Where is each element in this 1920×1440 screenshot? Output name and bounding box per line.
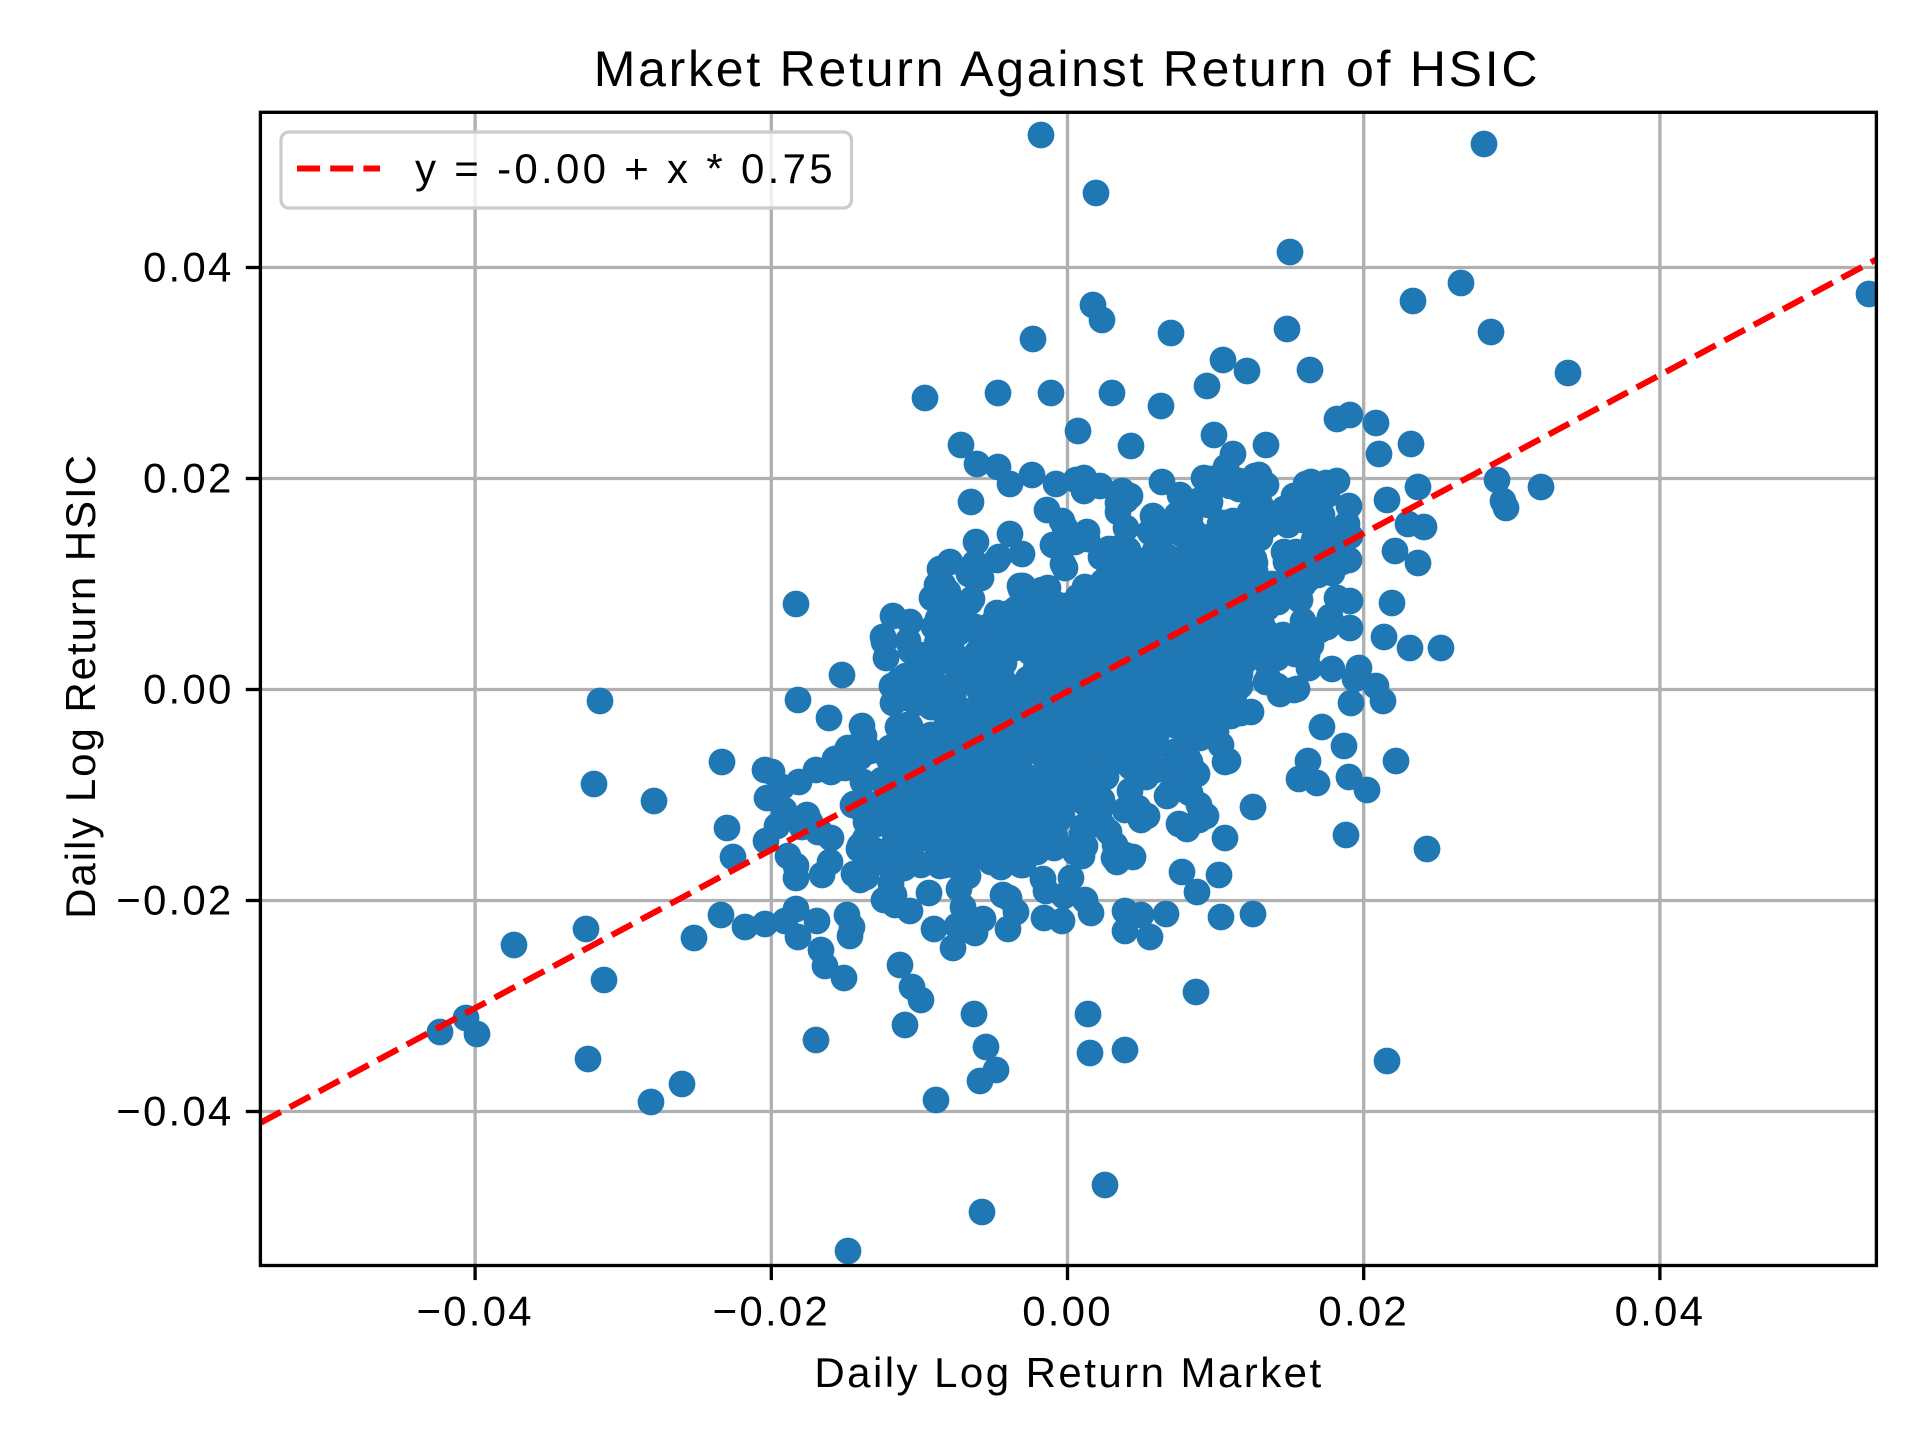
svg-text:0.00: 0.00 (1022, 1288, 1113, 1335)
svg-text:0.00: 0.00 (143, 666, 234, 713)
svg-text:−0.02: −0.02 (713, 1288, 830, 1335)
svg-text:−0.04: −0.04 (416, 1288, 533, 1335)
svg-text:0.02: 0.02 (1318, 1288, 1409, 1335)
svg-text:Market Return Against Return o: Market Return Against Return of HSIC (594, 41, 1541, 97)
svg-text:y = -0.00 + x * 0.75: y = -0.00 + x * 0.75 (415, 145, 836, 192)
svg-text:0.04: 0.04 (143, 244, 234, 291)
svg-text:0.02: 0.02 (143, 455, 234, 502)
svg-text:0.04: 0.04 (1615, 1288, 1706, 1335)
svg-text:Daily Log Return Market: Daily Log Return Market (814, 1349, 1323, 1396)
svg-text:Daily Log Return HSIC: Daily Log Return HSIC (57, 453, 104, 919)
svg-text:−0.04: −0.04 (116, 1088, 233, 1135)
svg-text:−0.02: −0.02 (116, 877, 233, 924)
